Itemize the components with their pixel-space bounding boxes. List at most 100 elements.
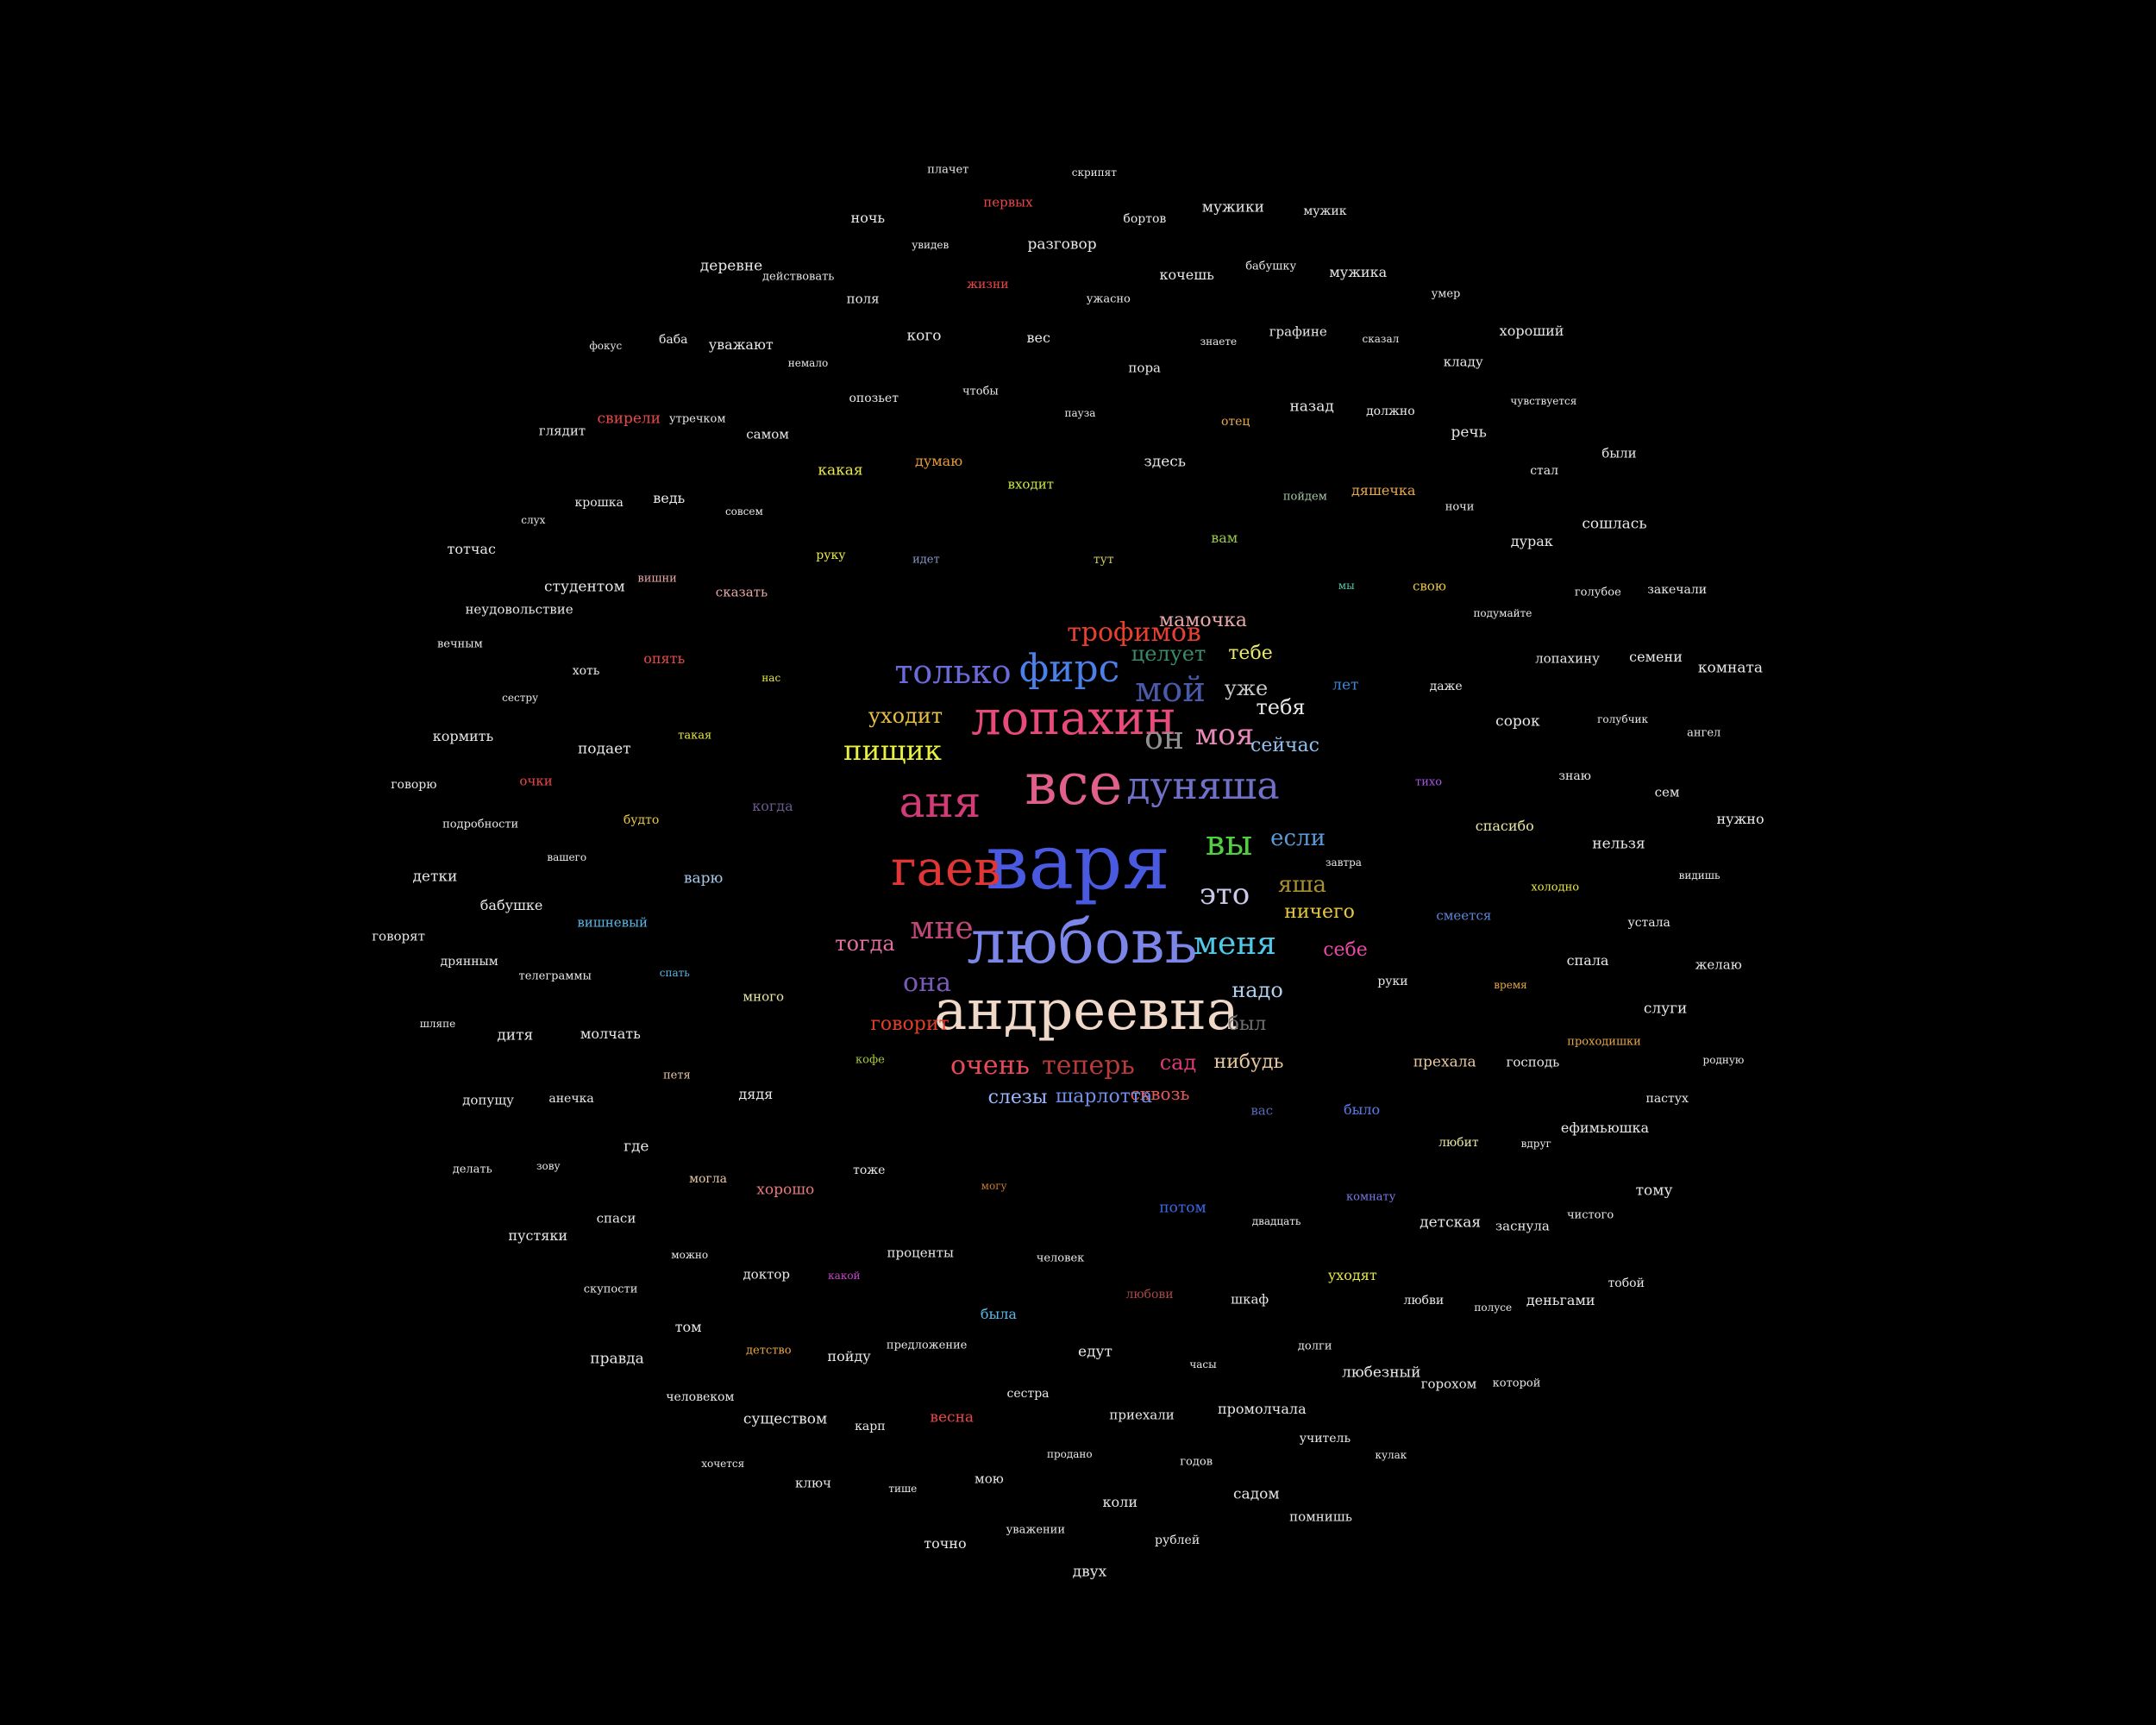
cloud-word: знаете [1200, 335, 1238, 348]
cloud-word: лет [1332, 676, 1359, 694]
cloud-word: допущу [462, 1092, 514, 1108]
cloud-word: ничего [1284, 901, 1355, 923]
cloud-word: телеграммы [518, 969, 592, 983]
cloud-word: надо [1232, 978, 1283, 1002]
cloud-word: гаев [891, 841, 1001, 897]
cloud-word: нас [761, 672, 781, 685]
cloud-word: варя [986, 818, 1170, 906]
cloud-word: руки [1377, 975, 1408, 989]
cloud-word: господь [1506, 1054, 1560, 1070]
cloud-word: любови [1125, 1287, 1174, 1302]
cloud-word: время [1494, 979, 1527, 992]
cloud-word: бортов [1123, 212, 1167, 227]
cloud-word: мужик [1303, 204, 1347, 218]
cloud-word: фирс [1018, 647, 1120, 691]
cloud-word: могла [689, 1172, 728, 1187]
cloud-word: могу [981, 1180, 1007, 1193]
cloud-word: вдруг [1520, 1138, 1551, 1151]
cloud-word: тоже [853, 1163, 886, 1177]
cloud-word: нельзя [1592, 835, 1645, 853]
cloud-word: баба [658, 332, 688, 347]
cloud-word: уходит [868, 704, 943, 728]
cloud-word: человек [1036, 1251, 1085, 1265]
cloud-word: сквозь [1130, 1083, 1190, 1104]
cloud-word: сад [1159, 1051, 1197, 1075]
cloud-word: скупости [583, 1283, 638, 1296]
cloud-word: вишневый [577, 914, 649, 931]
cloud-word: речь [1451, 423, 1487, 442]
cloud-word: уважении [1006, 1523, 1066, 1537]
cloud-word: комната [1697, 659, 1763, 677]
cloud-word: устала [1627, 916, 1670, 931]
cloud-word: дяшечка [1351, 481, 1416, 499]
cloud-word: тогда [835, 932, 895, 956]
cloud-word: вечным [436, 637, 483, 651]
cloud-word: предложение [886, 1339, 968, 1352]
cloud-word: какая [818, 461, 863, 480]
cloud-word: молчать [580, 1025, 641, 1042]
cloud-word: сказал [1362, 333, 1400, 346]
cloud-word: сейчас [1250, 735, 1319, 756]
cloud-word: слуги [1643, 1000, 1688, 1018]
cloud-word: кофе [856, 1053, 885, 1067]
cloud-word: правда [590, 1350, 644, 1368]
cloud-word: детки [412, 868, 458, 886]
cloud-word: кулак [1375, 1448, 1407, 1461]
cloud-word: рублей [1155, 1533, 1200, 1547]
cloud-word: мой [1135, 670, 1206, 710]
cloud-word: годов [1180, 1455, 1213, 1469]
cloud-word: дурак [1510, 533, 1553, 550]
cloud-word: руку [816, 549, 846, 563]
cloud-word: двух [1072, 1563, 1107, 1581]
cloud-word: только [894, 653, 1012, 691]
cloud-word: самом [746, 426, 789, 442]
cloud-word: анечка [548, 1092, 594, 1107]
cloud-word: полусе [1474, 1301, 1513, 1314]
cloud-word: теперь [1042, 1051, 1135, 1081]
cloud-word: какой [828, 1270, 861, 1283]
cloud-word: голубое [1574, 586, 1621, 599]
cloud-word: пищик [843, 734, 942, 767]
cloud-word: кормить [432, 728, 494, 745]
cloud-word: сошлась [1582, 515, 1647, 532]
cloud-word: доктор [743, 1266, 791, 1283]
cloud-word: любезный [1342, 1364, 1421, 1382]
cloud-word: тотчас [447, 541, 496, 558]
cloud-word: совсем [724, 505, 763, 518]
cloud-word: пастух [1645, 1092, 1689, 1107]
cloud-word: сестра [1006, 1386, 1050, 1401]
cloud-word: существом [743, 1410, 828, 1428]
cloud-word: кочешь [1159, 267, 1214, 284]
cloud-word: ночи [1445, 500, 1475, 514]
cloud-word: приехали [1109, 1407, 1175, 1423]
cloud-word: проценты [887, 1245, 954, 1261]
cloud-word: должно [1366, 404, 1415, 418]
cloud-word: садом [1233, 1485, 1280, 1503]
cloud-word: когда [752, 798, 793, 815]
cloud-word: ведь [653, 489, 686, 506]
cloud-word: учитель [1299, 1431, 1351, 1446]
cloud-word: мужика [1329, 264, 1388, 281]
cloud-word: назад [1289, 398, 1334, 416]
cloud-word: карп [855, 1420, 886, 1434]
cloud-word: закечали [1647, 583, 1708, 598]
cloud-word: том [674, 1319, 702, 1336]
cloud-word: где [624, 1138, 649, 1156]
cloud-word: аня [899, 777, 981, 827]
cloud-word: студентом [544, 578, 625, 596]
cloud-word: голубчик [1597, 713, 1649, 726]
cloud-word: точно [924, 1534, 967, 1552]
cloud-word: хоть [572, 663, 600, 678]
cloud-word: родную [1702, 1053, 1745, 1066]
cloud-word: детская [1420, 1214, 1482, 1232]
cloud-word: очень [950, 1051, 1030, 1081]
cloud-word: любит [1438, 1135, 1479, 1150]
cloud-word: хорошо [756, 1181, 815, 1199]
cloud-word: пора [1128, 360, 1161, 376]
cloud-word: была [980, 1306, 1017, 1323]
cloud-word: все [1025, 751, 1123, 818]
cloud-word: смеется [1436, 907, 1492, 924]
cloud-word: спать [659, 966, 690, 979]
cloud-word: говорит [870, 1013, 950, 1035]
cloud-word: идет [912, 553, 940, 567]
